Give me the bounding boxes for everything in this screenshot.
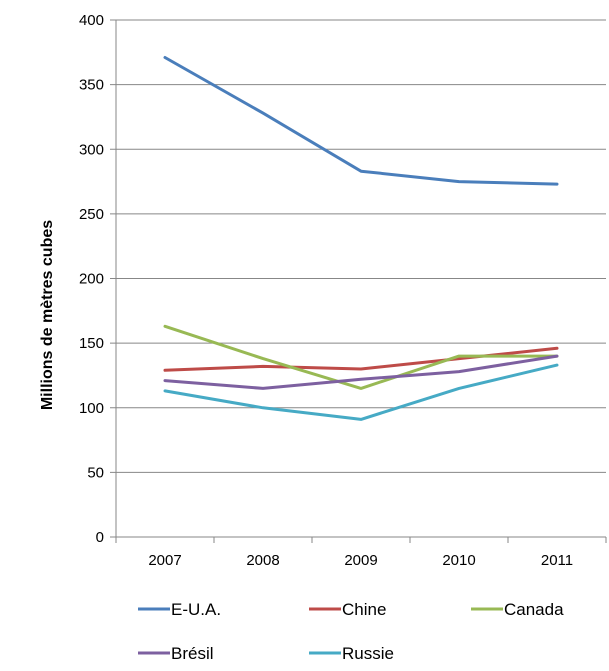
y-tick-label: 250 <box>79 206 104 223</box>
legend: E-U.A. Chine Canada Brésil Russie <box>138 600 564 663</box>
legend-item: Russie <box>309 644 394 663</box>
series-line-br-sil <box>165 356 557 388</box>
x-tick-label: 2011 <box>541 552 573 569</box>
y-tick-labels: 0 50 100 150 200 250 300 350 400 <box>79 12 104 546</box>
gridlines <box>116 20 606 472</box>
legend-label: Chine <box>342 600 386 619</box>
legend-label: Canada <box>504 600 564 619</box>
x-tick-labels: 2007 2008 2009 2010 2011 <box>148 552 573 569</box>
y-tick-label: 100 <box>79 400 104 417</box>
y-tick-label: 200 <box>79 271 104 288</box>
series-line-russie <box>165 365 557 419</box>
x-tick-label: 2008 <box>246 552 279 569</box>
legend-item: Canada <box>471 600 564 619</box>
series-lines <box>165 58 557 420</box>
y-tick-label: 400 <box>79 12 104 29</box>
legend-label: Russie <box>342 644 394 663</box>
y-tick-label: 300 <box>79 141 104 158</box>
legend-item: Brésil <box>138 644 214 663</box>
x-tick-label: 2010 <box>442 552 475 569</box>
legend-label: E-U.A. <box>171 600 221 619</box>
axes <box>110 20 606 543</box>
x-tick-label: 2009 <box>344 552 377 569</box>
legend-label: Brésil <box>171 644 214 663</box>
y-tick-label: 150 <box>79 335 104 352</box>
y-axis-title: Millions de mètres cubes <box>39 220 56 410</box>
y-tick-label: 350 <box>79 77 104 94</box>
series-line-e-u-a <box>165 58 557 185</box>
y-tick-label: 50 <box>87 464 104 481</box>
legend-item: Chine <box>309 600 386 619</box>
legend-item: E-U.A. <box>138 600 221 619</box>
x-tick-label: 2007 <box>148 552 181 569</box>
y-tick-label: 0 <box>96 529 104 546</box>
series-line-chine <box>165 348 557 370</box>
